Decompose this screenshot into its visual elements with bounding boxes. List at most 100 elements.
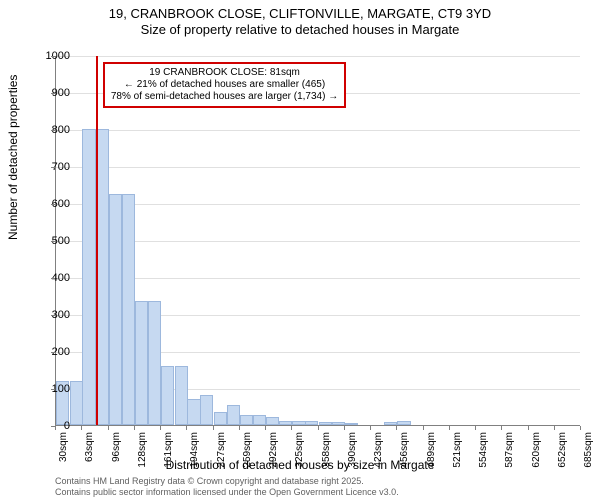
y-tick-label: 500	[30, 235, 70, 247]
x-tick-label: 489sqm	[426, 432, 437, 472]
x-tick-label: 161sqm	[163, 432, 174, 472]
x-tick-mark	[108, 426, 109, 430]
y-tick-mark	[51, 278, 55, 279]
gridline	[56, 167, 580, 168]
histogram-bar	[292, 421, 305, 425]
footnote-1: Contains HM Land Registry data © Crown c…	[55, 476, 364, 486]
y-tick-label: 900	[30, 87, 70, 99]
callout-box: 19 CRANBROOK CLOSE: 81sqm← 21% of detach…	[103, 62, 346, 108]
histogram-bar	[70, 381, 83, 425]
y-tick-mark	[51, 167, 55, 168]
x-tick-mark	[580, 426, 581, 430]
x-tick-label: 292sqm	[268, 432, 279, 472]
y-tick-label: 300	[30, 309, 70, 321]
footnote-2: Contains public sector information licen…	[55, 487, 399, 497]
histogram-bar	[135, 301, 148, 425]
x-tick-mark	[501, 426, 502, 430]
gridline	[56, 130, 580, 131]
x-tick-label: 96sqm	[111, 432, 122, 472]
histogram-bar	[305, 421, 318, 425]
histogram-bar	[161, 366, 174, 425]
histogram-bar	[187, 399, 200, 425]
y-tick-mark	[51, 352, 55, 353]
histogram-bar	[82, 129, 95, 425]
histogram-bar	[266, 417, 279, 425]
y-tick-mark	[51, 130, 55, 131]
histogram-bar	[227, 405, 240, 425]
x-tick-label: 652sqm	[557, 432, 568, 472]
reference-vline	[96, 56, 98, 425]
histogram-bar	[332, 422, 345, 425]
histogram-bar	[397, 421, 410, 425]
callout-line: 19 CRANBROOK CLOSE: 81sqm	[111, 67, 338, 79]
x-tick-mark	[291, 426, 292, 430]
x-tick-label: 30sqm	[58, 432, 69, 472]
x-tick-mark	[370, 426, 371, 430]
x-tick-label: 620sqm	[531, 432, 542, 472]
x-tick-label: 685sqm	[583, 432, 594, 472]
chart-title-block: 19, CRANBROOK CLOSE, CLIFTONVILLE, MARGA…	[0, 6, 600, 39]
histogram-bar	[96, 129, 109, 425]
x-tick-label: 128sqm	[137, 432, 148, 472]
x-tick-label: 227sqm	[216, 432, 227, 472]
histogram-bar	[109, 194, 122, 425]
x-tick-mark	[344, 426, 345, 430]
x-tick-mark	[134, 426, 135, 430]
y-tick-label: 1000	[30, 50, 70, 62]
x-tick-label: 325sqm	[294, 432, 305, 472]
x-tick-label: 63sqm	[84, 432, 95, 472]
x-tick-label: 423sqm	[373, 432, 384, 472]
histogram-bar	[122, 194, 135, 425]
gridline	[56, 56, 580, 57]
title-line-1: 19, CRANBROOK CLOSE, CLIFTONVILLE, MARGA…	[0, 6, 600, 22]
histogram-bar	[253, 415, 266, 425]
x-tick-label: 554sqm	[478, 432, 489, 472]
histogram-bar	[214, 412, 227, 425]
x-tick-mark	[449, 426, 450, 430]
y-tick-label: 100	[30, 383, 70, 395]
y-tick-mark	[51, 56, 55, 57]
y-axis-label: Number of detached properties	[6, 75, 20, 240]
histogram-bar	[240, 415, 253, 425]
y-tick-mark	[51, 241, 55, 242]
histogram-bar	[200, 395, 213, 425]
histogram-plot-area: 19 CRANBROOK CLOSE: 81sqm← 21% of detach…	[55, 56, 580, 426]
x-tick-mark	[396, 426, 397, 430]
y-tick-label: 200	[30, 346, 70, 358]
title-line-2: Size of property relative to detached ho…	[0, 22, 600, 38]
x-tick-mark	[265, 426, 266, 430]
y-tick-label: 600	[30, 198, 70, 210]
histogram-bar	[345, 423, 358, 425]
y-tick-label: 0	[30, 420, 70, 432]
callout-line: ← 21% of detached houses are smaller (46…	[111, 79, 338, 91]
callout-line: 78% of semi-detached houses are larger (…	[111, 91, 338, 103]
x-tick-label: 587sqm	[504, 432, 515, 472]
histogram-bar	[384, 422, 397, 425]
x-tick-mark	[160, 426, 161, 430]
x-tick-mark	[528, 426, 529, 430]
histogram-bar	[319, 422, 332, 425]
y-tick-mark	[51, 389, 55, 390]
x-tick-mark	[213, 426, 214, 430]
y-tick-label: 800	[30, 124, 70, 136]
x-tick-mark	[318, 426, 319, 430]
x-tick-mark	[554, 426, 555, 430]
x-tick-label: 456sqm	[399, 432, 410, 472]
y-tick-label: 400	[30, 272, 70, 284]
y-tick-label: 700	[30, 161, 70, 173]
x-tick-label: 390sqm	[347, 432, 358, 472]
x-tick-label: 259sqm	[242, 432, 253, 472]
x-tick-mark	[81, 426, 82, 430]
x-tick-label: 521sqm	[452, 432, 463, 472]
x-tick-label: 194sqm	[189, 432, 200, 472]
x-tick-mark	[239, 426, 240, 430]
x-tick-label: 358sqm	[321, 432, 332, 472]
histogram-bar	[175, 366, 188, 425]
x-tick-mark	[55, 426, 56, 430]
x-tick-mark	[186, 426, 187, 430]
histogram-bar	[148, 301, 161, 425]
y-tick-mark	[51, 315, 55, 316]
x-tick-mark	[475, 426, 476, 430]
x-tick-mark	[423, 426, 424, 430]
histogram-bar	[279, 421, 292, 425]
